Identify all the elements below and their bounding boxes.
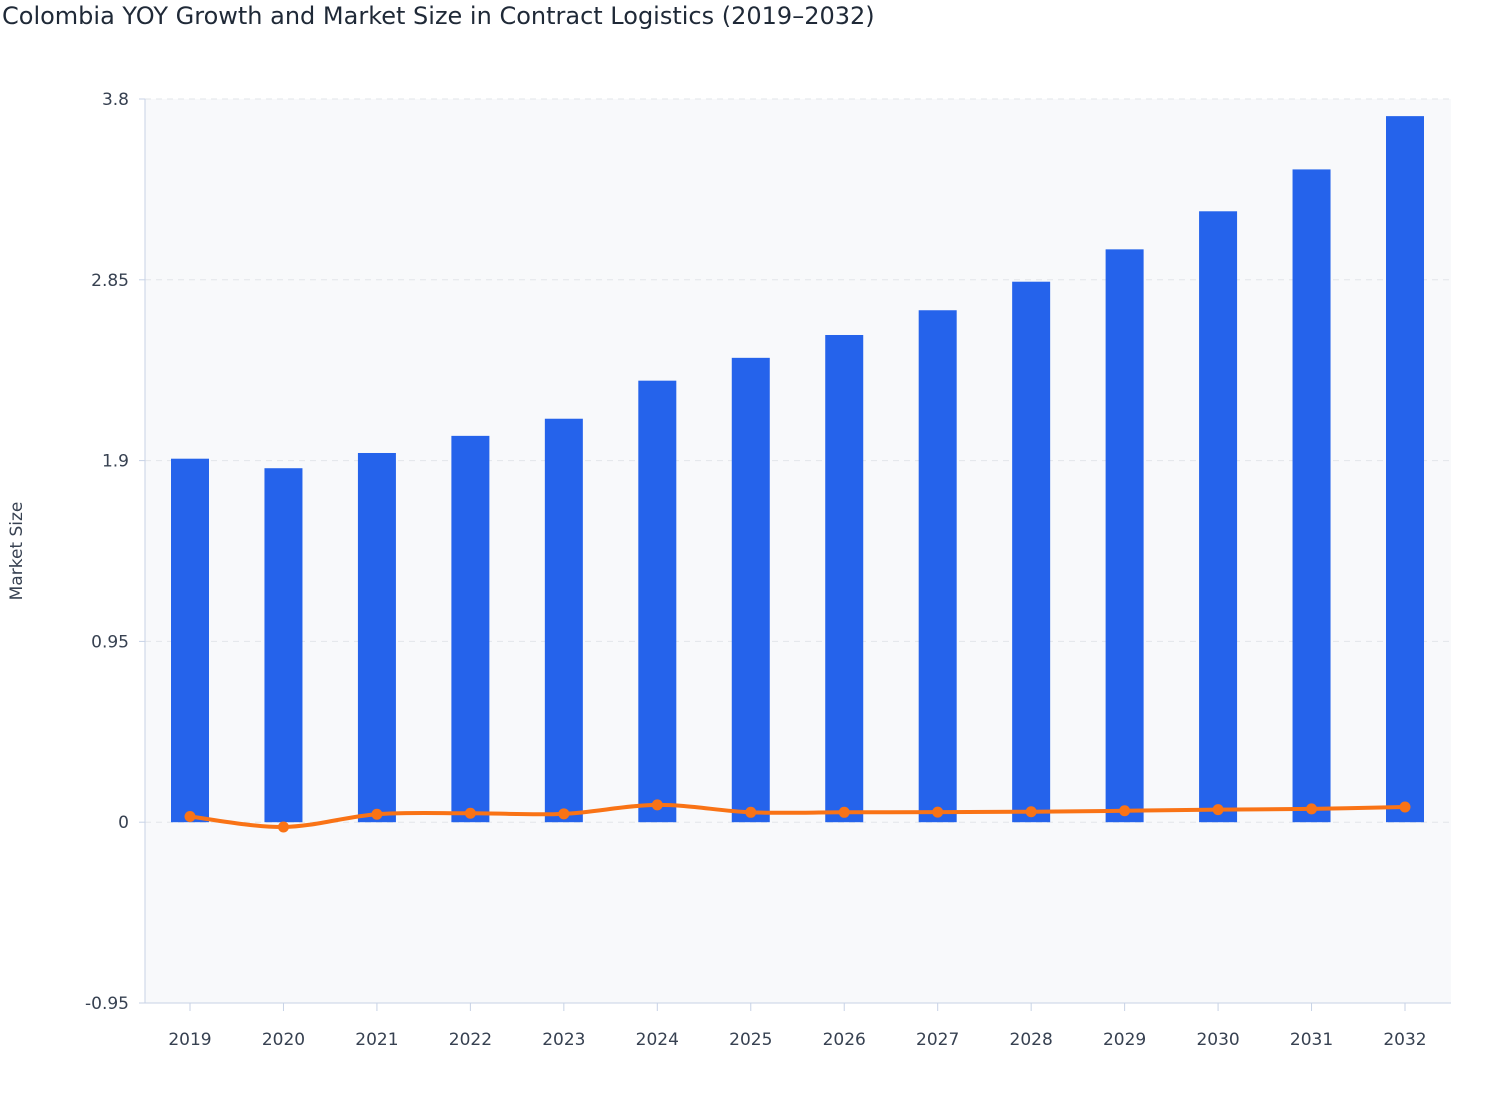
plot-area [145, 99, 1451, 1003]
x-tick-label: 2031 [1290, 1030, 1333, 1050]
x-tick-label: 2026 [823, 1030, 866, 1050]
x-tick-label: 2020 [262, 1030, 305, 1050]
bar [1292, 169, 1331, 823]
bar [544, 418, 583, 823]
growth-point [184, 810, 196, 822]
x-tick-label: 2027 [916, 1030, 959, 1050]
y-tick-label: 0 [118, 813, 129, 833]
growth-line [189, 802, 1406, 829]
bar [638, 380, 677, 823]
bar [1012, 281, 1051, 823]
growth-point [1306, 803, 1318, 815]
x-tick-label: 2019 [168, 1030, 211, 1050]
x-tick-label: 2029 [1103, 1030, 1146, 1050]
y-axis-label: Market Size [7, 502, 27, 601]
chart-title: Colombia YOY Growth and Market Size in C… [2, 2, 875, 30]
bar [1386, 116, 1424, 823]
x-tick-label: 2025 [729, 1030, 772, 1050]
x-tick-label: 2023 [542, 1030, 585, 1050]
growth-point [1212, 804, 1224, 816]
bar [1199, 211, 1238, 823]
bar [451, 435, 490, 823]
x-tick-label: 2030 [1196, 1030, 1239, 1050]
bar [264, 468, 303, 823]
y-tick-label: 1.9 [102, 452, 129, 472]
growth-point [1119, 805, 1131, 817]
x-tick-label: 2032 [1383, 1030, 1426, 1050]
x-tick-label: 2022 [449, 1030, 492, 1050]
y-tick-label: 2.85 [91, 271, 129, 291]
growth-point [838, 806, 850, 818]
growth-point [371, 808, 383, 820]
x-tick-label: 2028 [1010, 1030, 1053, 1050]
growth-point [651, 799, 663, 811]
growth-point [464, 807, 476, 819]
bar [918, 310, 957, 823]
y-tick-label: 3.8 [102, 90, 129, 110]
x-tick-label: 2024 [636, 1030, 679, 1050]
growth-point [1025, 806, 1037, 818]
x-tick-label: 2021 [355, 1030, 398, 1050]
y-tick-label: 0.95 [91, 632, 129, 652]
growth-point [932, 806, 944, 818]
bar [731, 357, 770, 823]
bar [825, 334, 864, 823]
growth-point [745, 806, 757, 818]
bar [171, 458, 209, 823]
bar [357, 452, 396, 823]
bar [1105, 249, 1144, 823]
growth-point [1399, 801, 1411, 813]
growth-point [558, 808, 570, 820]
growth-point [277, 821, 289, 833]
y-tick-label: -0.95 [85, 994, 129, 1014]
